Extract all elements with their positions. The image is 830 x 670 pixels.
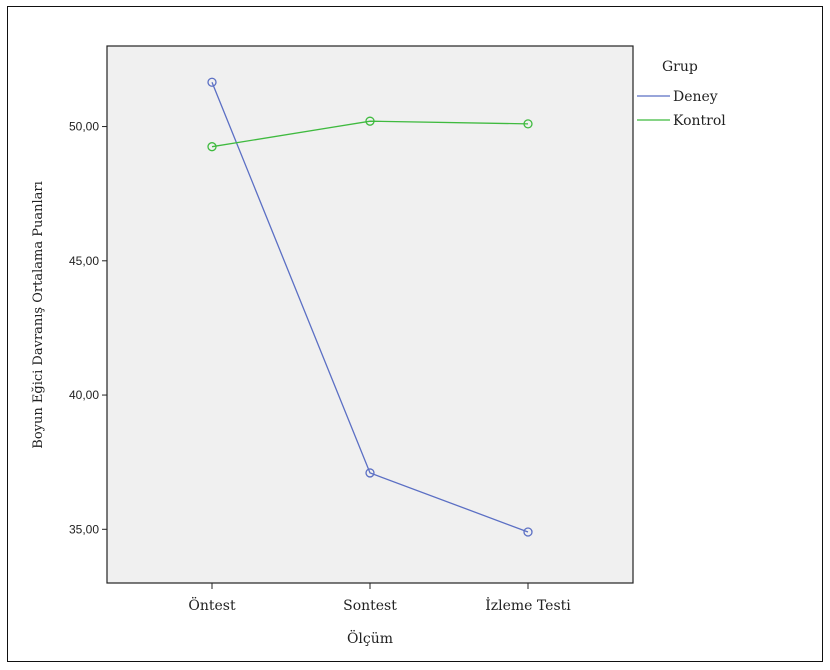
data-point-kontrol [207,142,217,152]
data-point-deney [523,527,533,537]
legend-label: Kontrol [673,113,726,129]
series-line-deney [211,82,529,533]
y-axis-title: Boyun Eğici Davranış Ortalama Puanları [31,181,46,448]
x-tick-label: Öntest [188,596,236,614]
y-tick-label: 50,00 [69,120,99,134]
data-point-kontrol [365,116,375,126]
y-tick-label: 40,00 [69,388,99,402]
data-point-deney [207,77,217,87]
series-layer [207,77,533,537]
x-axis: Öntest Sontest İzleme Testi [188,583,571,614]
data-point-kontrol [523,119,533,129]
legend-title: Grup [662,59,698,75]
plot-area [106,45,634,584]
legend: Grup Deney Kontrol [637,59,726,129]
data-point-deney [365,468,375,478]
legend-label: Deney [673,89,718,105]
x-tick-label: Sontest [343,598,397,614]
y-tick-label: 35,00 [69,522,99,536]
x-axis-title: Ölçüm [347,629,393,647]
y-axis: 35,00 40,00 45,00 50,00 [69,120,107,536]
y-tick-label: 45,00 [69,254,99,268]
series-line-kontrol [211,120,529,148]
x-tick-label: İzleme Testi [485,596,571,614]
